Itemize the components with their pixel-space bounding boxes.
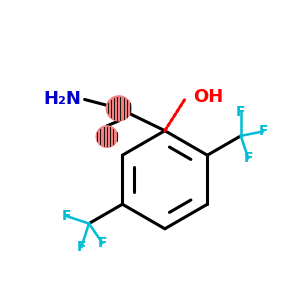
Text: F: F bbox=[236, 104, 245, 118]
Text: F: F bbox=[258, 124, 268, 138]
Text: F: F bbox=[98, 236, 107, 250]
Text: H₂N: H₂N bbox=[44, 91, 82, 109]
Text: OH: OH bbox=[193, 88, 223, 106]
Circle shape bbox=[106, 96, 131, 121]
Text: F: F bbox=[77, 240, 86, 254]
Circle shape bbox=[96, 126, 118, 147]
Text: F: F bbox=[244, 151, 253, 165]
Text: F: F bbox=[62, 209, 71, 223]
